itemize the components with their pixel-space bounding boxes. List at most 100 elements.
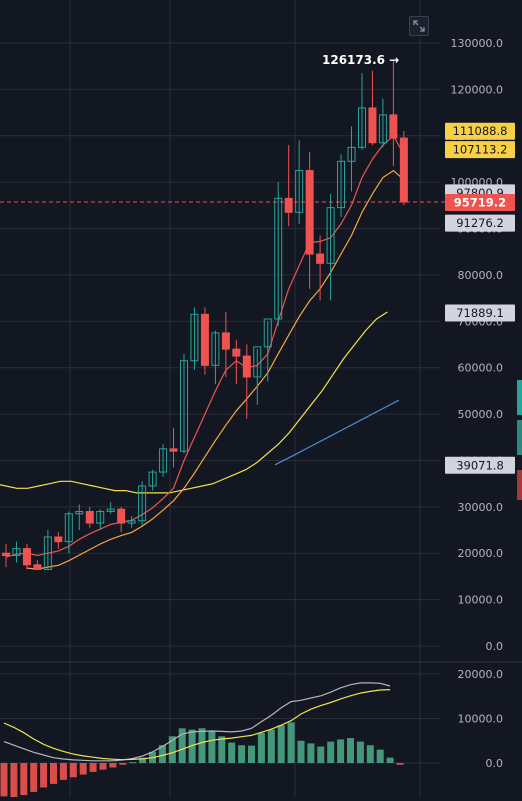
candle-body[interactable] [190,313,199,362]
macd-histogram-bar [307,743,315,763]
macd-histogram-bar [376,749,384,763]
macd-histogram-bar [99,763,107,770]
price-axis-label-text: 111088.8 [453,124,508,138]
macd-y-tick-label: 10000.0 [458,713,504,726]
macd-histogram-bar [20,763,28,796]
macd-histogram-bar [366,745,374,763]
price-axis-label: 39071.8 [445,456,515,474]
y-tick-label: 130000.0 [451,37,504,50]
macd-histogram-bar [287,722,295,763]
macd-histogram-bar [30,763,38,792]
price-axis-label-text: 71889.1 [456,306,504,320]
y-tick-label: 80000.0 [458,269,504,282]
candle-body[interactable] [295,170,304,213]
y-tick-label: 30000.0 [458,501,504,514]
macd-histogram-bar [248,745,255,763]
expand-icon[interactable] [409,16,429,36]
macd-histogram-bar [347,738,354,763]
candle-body[interactable] [12,548,21,557]
high-price-annotation: 126173.6 → [322,53,399,67]
macd-histogram-bar [0,763,8,797]
macd-histogram-bar [356,741,364,763]
candle-body[interactable] [127,520,136,524]
candle-body[interactable] [232,348,241,357]
candle-body[interactable] [43,536,52,570]
candle-body[interactable] [211,332,220,366]
macd-histogram-bar [228,742,236,763]
candle-body[interactable] [389,114,398,139]
macd-histogram-bar [218,736,226,763]
candle-body[interactable] [305,170,314,255]
macd-histogram-bar [40,763,48,788]
moving-average-fast [5,134,405,558]
moving-average-extra [274,399,400,466]
macd-histogram-bar [198,728,206,763]
macd-histogram-bar [89,763,97,772]
macd-histogram-bar [317,746,325,763]
candle-body[interactable] [399,137,408,203]
candle-body[interactable] [75,510,84,515]
candle-body[interactable] [85,510,94,524]
macd-signal-line [3,689,391,761]
price-axis-label: 91276.2 [445,214,515,232]
candle-body[interactable] [106,508,115,512]
price-axis-label-text: 91276.2 [456,216,504,230]
candle-body[interactable] [200,313,209,366]
candle-body[interactable] [253,346,262,378]
macd-histogram-bar [257,732,265,763]
macd-histogram-bar [139,757,147,763]
candle-body[interactable] [117,508,126,524]
candle-body[interactable] [378,114,387,144]
candle-body[interactable] [148,471,157,487]
macd-histogram-bar [337,739,345,763]
y-tick-label: 10000.0 [458,594,504,607]
candle-body[interactable] [337,160,346,209]
candle-body[interactable] [64,513,73,543]
candle-body[interactable] [96,510,105,524]
macd-histogram-bar [10,763,18,798]
macd-histogram-bar [188,729,196,763]
price-axis-label-text: 107113.2 [453,143,508,157]
candle-body[interactable] [316,253,325,264]
y-tick-label: 0.0 [486,640,504,653]
candle-body[interactable] [2,552,10,557]
macd-histogram-bar [69,763,77,778]
candle-body[interactable] [159,448,168,473]
candle-body[interactable] [221,332,230,350]
side-panel-strip [517,380,522,510]
y-tick-label: 20000.0 [458,547,504,560]
candle-body[interactable] [169,448,178,452]
moving-average-long [0,311,388,494]
macd-line [3,682,391,762]
candle-body[interactable] [284,197,293,213]
candle-body[interactable] [326,207,335,264]
price-axis-label-text: 39071.8 [456,458,504,472]
macd-histogram-bar [79,763,87,775]
candle-body[interactable] [242,355,251,378]
macd-histogram-bar [327,741,335,763]
price-axis-label: 71889.1 [445,304,515,322]
macd-histogram-bar [129,762,137,764]
candle-body[interactable] [368,107,377,144]
candle-body[interactable] [54,536,63,543]
macd-histogram-bar [297,740,305,763]
macd-histogram-bar [50,763,57,784]
macd-histogram-bar [59,763,67,780]
moving-average-mid [26,169,405,570]
candle-body[interactable] [357,107,366,148]
y-tick-label: 60000.0 [458,362,504,375]
candle-body[interactable] [138,485,147,522]
candle-body[interactable] [347,146,356,162]
candle-body[interactable] [274,197,283,320]
candle-body[interactable] [33,564,42,570]
macd-histogram-bar [119,763,127,765]
price-axis-label-text: 95719.2 [454,196,506,210]
candle-body[interactable] [22,548,31,566]
macd-histogram-bar [386,757,394,763]
candle-body[interactable] [263,318,272,348]
price-axis-label: 111088.8 [445,122,515,140]
candle-body[interactable] [179,360,188,452]
macd-histogram-bar [208,730,216,763]
